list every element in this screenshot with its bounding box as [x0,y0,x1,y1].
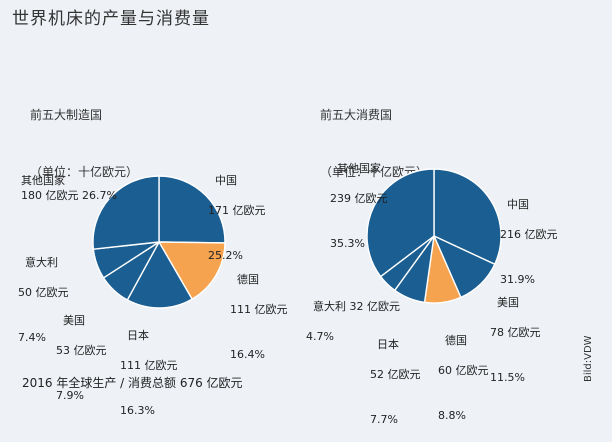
right-chart-title: 前五大消费国 [320,108,393,122]
slice-label-others-consumption: 其他国家 239 亿欧元 35.3% [330,162,388,250]
page-title: 世界机床的产量与消费量 [12,9,210,29]
slice-label-germany-production: 德国 111 亿欧元 16.4% [230,273,288,361]
pie-slice-china-production [158,175,226,244]
slice-label-china-production: 中国 171 亿欧元 25.2% [208,174,266,262]
pie-slice-others-production [92,175,160,250]
consumption-pie [366,168,502,304]
left-chart-title: 前五大制造国 [30,108,103,122]
slice-label-italy-production: 意大利 50 亿欧元 7.4% [18,256,69,344]
pie-slice-others-consumption [366,168,435,278]
slice-label-others-production: 其他国家 180 亿欧元 26.7% [21,174,117,202]
slice-label-usa-consumption: 美国 78 亿欧元 11.5% [490,296,541,384]
slice-label-germany-consumption: 德国 60 亿欧元 8.8% [438,334,489,422]
slice-label-china-consumption: 中国 216 亿欧元 31.9% [500,198,558,286]
left-chart-title-block: 前五大制造国 （单位：十亿欧元） [30,68,138,201]
footer-note: 2016 年全球生产 / 消费总额 676 亿欧元 [22,376,243,390]
right-chart-subtitle: （单位：十亿欧元） [320,165,429,179]
production-pie [92,175,226,309]
pie-slice-germany-production [157,241,226,301]
right-chart-title-block: 前五大消费国 （单位：十亿欧元） [320,68,428,201]
pie-slice-japan-production [126,240,194,309]
pie-charts-canvas [92,168,502,309]
slice-label-japan-production: 日本 111 亿欧元 16.3% [120,329,178,417]
slice-label-italy-consumption: 意大利 32 亿欧元 4.7% [306,300,400,343]
pie-slice-china-consumption [433,168,502,266]
slice-label-usa-production: 美国 53 亿欧元 7.9% [56,314,107,402]
image-credit: Bild:VDW [583,335,594,382]
left-chart-subtitle: （单位：十亿欧元） [30,165,139,179]
